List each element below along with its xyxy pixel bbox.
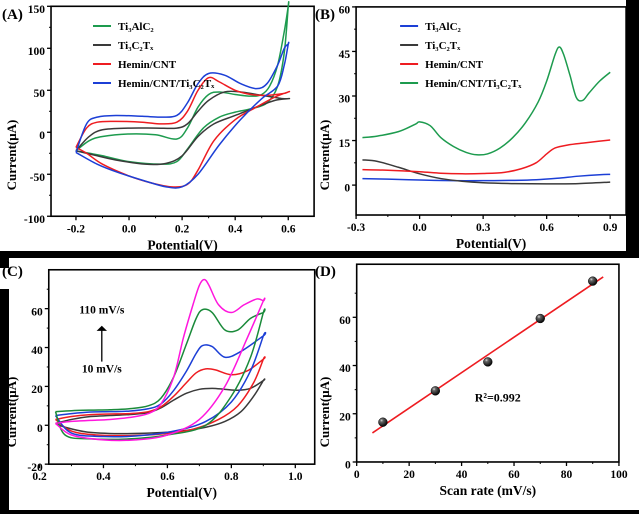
svg-text:0: 0 <box>345 460 351 472</box>
svg-text:0.6: 0.6 <box>281 223 296 235</box>
svg-text:-0.3: -0.3 <box>347 222 365 234</box>
svg-text:0.4: 0.4 <box>228 223 243 235</box>
svg-text:-0.2: -0.2 <box>67 223 85 235</box>
svg-text:0.3: 0.3 <box>476 222 491 234</box>
svg-text:100: 100 <box>610 469 628 481</box>
svg-text:0: 0 <box>354 469 360 481</box>
svg-text:(C): (C) <box>2 264 23 280</box>
svg-text:0: 0 <box>39 130 45 142</box>
svg-text:20: 20 <box>403 469 415 481</box>
svg-text:45: 45 <box>339 49 351 61</box>
svg-text:20: 20 <box>339 411 351 423</box>
svg-text:15: 15 <box>339 138 351 150</box>
svg-text:60: 60 <box>339 315 351 327</box>
svg-text:30: 30 <box>339 94 351 106</box>
svg-text:0.6: 0.6 <box>160 471 175 483</box>
svg-text:Ti₃C₂Tₓ: Ti₃C₂Tₓ <box>425 40 461 52</box>
svg-text:60: 60 <box>508 469 520 481</box>
svg-text:-100: -100 <box>24 214 45 226</box>
svg-text:0.8: 0.8 <box>224 471 239 483</box>
svg-text:150: 150 <box>28 4 46 16</box>
svg-text:Current(μA): Current(μA) <box>317 120 332 191</box>
svg-text:Ti₃C₂Tₓ: Ti₃C₂Tₓ <box>118 40 154 52</box>
svg-text:0.6: 0.6 <box>539 222 554 234</box>
svg-text:0.2: 0.2 <box>32 471 47 483</box>
svg-text:Hemin/CNT: Hemin/CNT <box>425 59 484 71</box>
svg-text:Ti₃AlC₂: Ti₃AlC₂ <box>118 21 154 33</box>
svg-text:Hemin/CNT/Ti₃C₂Tₓ: Hemin/CNT/Ti₃C₂Tₓ <box>425 78 522 90</box>
svg-text:40: 40 <box>31 345 43 357</box>
svg-text:10 mV/s: 10 mV/s <box>82 364 122 376</box>
svg-text:Hemin/CNT: Hemin/CNT <box>118 59 177 71</box>
svg-text:(B): (B) <box>315 7 335 23</box>
svg-text:110 mV/s: 110 mV/s <box>79 304 125 316</box>
svg-text:40: 40 <box>456 469 468 481</box>
svg-text:60: 60 <box>31 306 43 318</box>
svg-text:1.0: 1.0 <box>288 471 303 483</box>
svg-text:R²=0.992: R²=0.992 <box>475 391 521 405</box>
svg-text:Scan rate (mV/s): Scan rate (mV/s) <box>439 483 536 498</box>
svg-text:100: 100 <box>28 46 46 58</box>
svg-text:Potential(V): Potential(V) <box>147 237 217 252</box>
svg-text:Current(μA): Current(μA) <box>317 377 332 448</box>
svg-text:80: 80 <box>561 469 573 481</box>
svg-text:0.9: 0.9 <box>603 222 618 234</box>
svg-text:Current(μA): Current(μA) <box>4 377 19 448</box>
svg-text:Potential(V): Potential(V) <box>146 485 216 500</box>
svg-text:60: 60 <box>339 5 351 17</box>
svg-text:Hemin/CNT/Ti₃C₂Tₓ: Hemin/CNT/Ti₃C₂Tₓ <box>118 78 215 90</box>
svg-text:50: 50 <box>34 88 46 100</box>
svg-text:(D): (D) <box>315 264 336 280</box>
svg-text:40: 40 <box>339 363 351 375</box>
svg-text:0.2: 0.2 <box>175 223 190 235</box>
svg-text:Potential(V): Potential(V) <box>456 236 526 251</box>
svg-text:0.0: 0.0 <box>412 222 427 234</box>
svg-text:0.0: 0.0 <box>122 223 137 235</box>
svg-text:Ti₃AlC₂: Ti₃AlC₂ <box>425 21 461 33</box>
svg-text:0: 0 <box>344 183 350 195</box>
svg-text:20: 20 <box>31 384 43 396</box>
svg-text:0.4: 0.4 <box>96 471 111 483</box>
svg-text:(A): (A) <box>2 7 23 23</box>
svg-text:0: 0 <box>37 423 43 435</box>
svg-text:Current(μA): Current(μA) <box>4 120 19 191</box>
svg-text:-50: -50 <box>30 172 46 184</box>
